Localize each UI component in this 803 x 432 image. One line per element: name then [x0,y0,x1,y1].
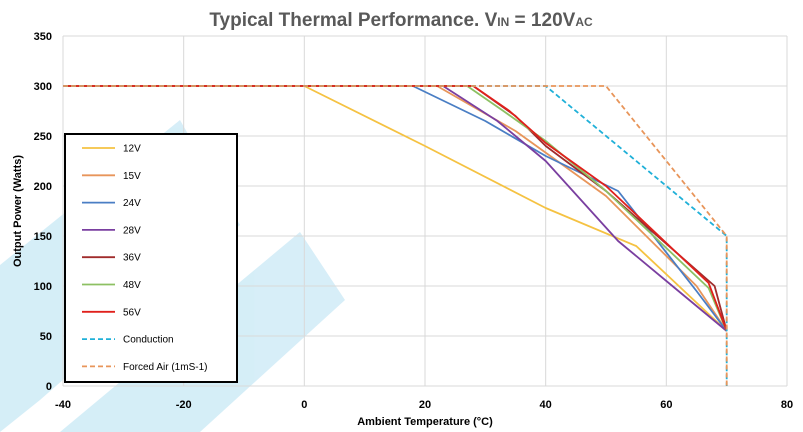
x-tick-label: 80 [781,399,793,411]
legend-label: 28V [123,225,141,236]
title-subscript: IN [497,15,509,29]
y-tick-label: 0 [46,381,52,393]
y-tick-label: 350 [34,31,52,43]
title-subscript: AC [575,15,593,29]
legend-label: 15V [123,171,141,182]
y-tick-label: 100 [34,281,52,293]
legend-label: Forced Air (1mS-1) [123,362,207,373]
y-tick-label: 50 [40,331,52,343]
chart-title: Typical Thermal Performance. VIN = 120VA… [209,10,593,31]
x-tick-label: 0 [301,399,307,411]
series-lines [63,85,728,386]
legend-label: 24V [123,198,141,209]
y-axis-ticks: 0 50 100 150 200 250 300 350 [34,31,52,393]
x-axis-label: Ambient Temperature (°C) [357,416,493,428]
legend-label: 48V [123,280,141,291]
x-tick-label: -40 [55,399,71,411]
y-tick-label: 250 [34,131,52,143]
y-tick-label: 150 [34,231,52,243]
legend-label: 56V [123,307,141,318]
legend-label: 36V [123,253,141,264]
y-tick-label: 300 [34,81,52,93]
x-tick-label: 20 [419,399,431,411]
x-tick-label: -20 [176,399,192,411]
series-line-forced-air-1ms-1- [63,85,728,386]
y-tick-label: 200 [34,181,52,193]
x-tick-label: 60 [660,399,672,411]
legend-label: Conduction [123,335,174,346]
x-axis-ticks: -40 -20 0 20 40 60 80 [55,399,793,411]
x-tick-label: 40 [540,399,552,411]
legend: 12V 15V 24V 28V 36V 48V 56V Conduction Forced Ai… [64,133,238,383]
legend-label: 12V [123,144,141,155]
y-axis-label: Output Power (Watts) [12,155,24,267]
title-part: = 120V [509,10,575,31]
title-part: Typical Thermal Performance. V [209,10,497,31]
